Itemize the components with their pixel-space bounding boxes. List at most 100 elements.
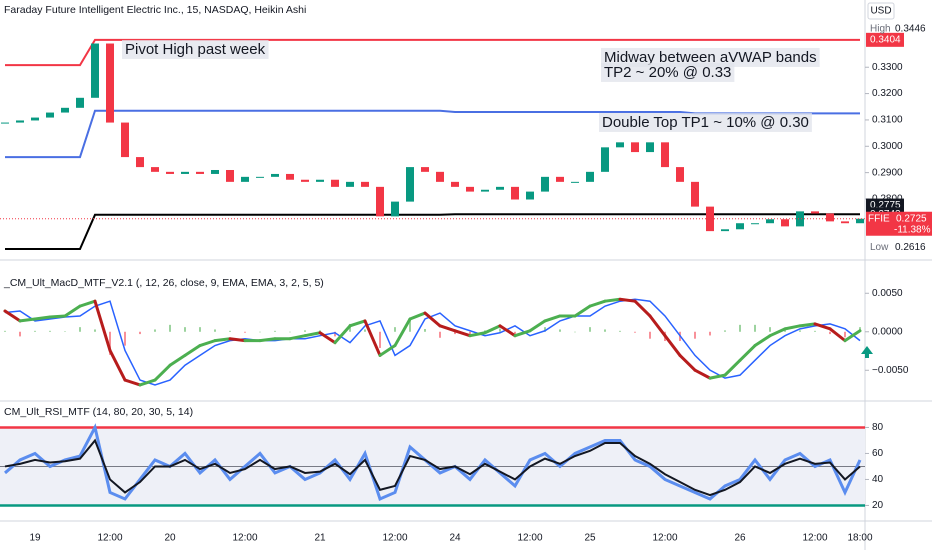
x-tick-label: 12:00	[382, 533, 407, 544]
x-tick-label: 19	[29, 533, 41, 544]
candle	[406, 167, 414, 202]
histogram-bar	[109, 331, 111, 355]
y-tick-label: 80	[872, 422, 884, 433]
band-line	[5, 213, 860, 251]
macd-segment	[123, 378, 142, 387]
currency: USD	[870, 6, 891, 17]
candle	[1, 122, 9, 124]
candle	[31, 117, 39, 121]
macd-segment	[183, 344, 202, 357]
y-tick-label: 0.2900	[872, 167, 903, 178]
histogram-bar	[304, 330, 306, 332]
candle	[166, 171, 174, 174]
candle	[706, 206, 714, 232]
candle	[376, 186, 384, 217]
candle	[736, 223, 744, 230]
macd-segment	[498, 324, 517, 338]
candle	[301, 179, 309, 182]
macd-segment	[138, 378, 157, 387]
histogram-bar	[769, 327, 771, 332]
candle	[616, 142, 624, 148]
histogram-bar	[814, 330, 816, 332]
annotation-bg	[601, 47, 820, 67]
plot-layer: 0.28000.29000.30000.31000.32000.3300Pivo…	[0, 23, 932, 544]
macd-segment	[708, 373, 727, 380]
high-value: 0.3446	[895, 23, 926, 34]
histogram-bar	[229, 330, 231, 332]
histogram-bar	[799, 330, 801, 332]
y-tick-label: 0.3300	[872, 62, 903, 73]
candle	[496, 186, 504, 190]
candle	[601, 147, 609, 172]
x-tick-label: 12:00	[232, 533, 257, 544]
macd-segment	[33, 315, 52, 321]
candle	[571, 181, 579, 183]
histogram-bar	[49, 330, 51, 332]
signal-arrow	[861, 346, 873, 358]
price-tag-label: 0.3404	[870, 34, 901, 45]
candle	[766, 219, 774, 224]
histogram-bar	[214, 329, 216, 332]
macd-segment	[378, 344, 397, 357]
annotation: Double Top TP1 ~ 10% @ 0.30	[602, 114, 809, 131]
candle	[856, 218, 864, 224]
macd-segment	[363, 319, 382, 357]
histogram-bar	[154, 329, 156, 332]
annotation: Pivot High past week	[125, 41, 266, 58]
macd-segment	[648, 314, 667, 338]
y-tick-label: 0.0000	[872, 326, 903, 337]
histogram-bar	[139, 331, 141, 335]
candle	[691, 181, 699, 207]
macd-segment	[63, 304, 82, 318]
candle	[151, 167, 159, 172]
y-tick-label: 0.3200	[872, 88, 903, 99]
histogram-bar	[649, 331, 651, 339]
histogram-bar	[844, 331, 846, 338]
candle	[841, 221, 849, 224]
x-tick-label: 26	[734, 533, 746, 544]
macd-segment	[303, 331, 322, 338]
histogram-bar	[694, 331, 696, 339]
histogram-bar	[739, 324, 741, 332]
y-tick-label: 20	[872, 500, 884, 511]
histogram-bar	[724, 330, 726, 332]
macd-segment	[228, 337, 247, 343]
y-tick-label: 0.3000	[872, 141, 903, 152]
last-change: -11.38%	[894, 224, 931, 235]
macd-segment	[603, 297, 622, 303]
currency-box[interactable]	[867, 2, 895, 20]
candle	[226, 169, 234, 182]
histogram-bar	[169, 324, 171, 332]
symbol: FFIE	[868, 213, 890, 224]
last-price: 0.2725	[896, 213, 927, 224]
histogram-bar	[34, 330, 36, 332]
candle	[631, 142, 639, 153]
candle	[91, 43, 99, 98]
macd-segment	[453, 329, 472, 338]
candle	[826, 213, 834, 222]
macd-segment	[573, 304, 592, 318]
candle	[556, 176, 564, 182]
x-tick-label: 24	[449, 533, 461, 544]
annotation-bg	[599, 112, 812, 132]
macd-segment	[93, 299, 112, 352]
candle	[211, 169, 219, 174]
candle	[241, 176, 249, 182]
macd-segment	[3, 309, 22, 323]
candle	[421, 167, 429, 172]
candle	[511, 186, 519, 200]
macd-segment	[153, 363, 172, 382]
macd-segment	[198, 339, 217, 348]
histogram-bar	[544, 327, 546, 332]
candle	[196, 171, 204, 174]
candle	[661, 142, 669, 168]
macd-segment	[258, 337, 277, 343]
macd-segment	[843, 329, 862, 343]
macd-segment	[513, 329, 532, 338]
macd-segment	[288, 334, 307, 341]
low-value: 0.2616	[895, 242, 926, 253]
candle	[286, 173, 294, 180]
indicator-title: CM_Ult_RSI_MTF (14, 80, 20, 30, 5, 14)	[4, 406, 193, 418]
histogram-bar	[754, 324, 756, 332]
